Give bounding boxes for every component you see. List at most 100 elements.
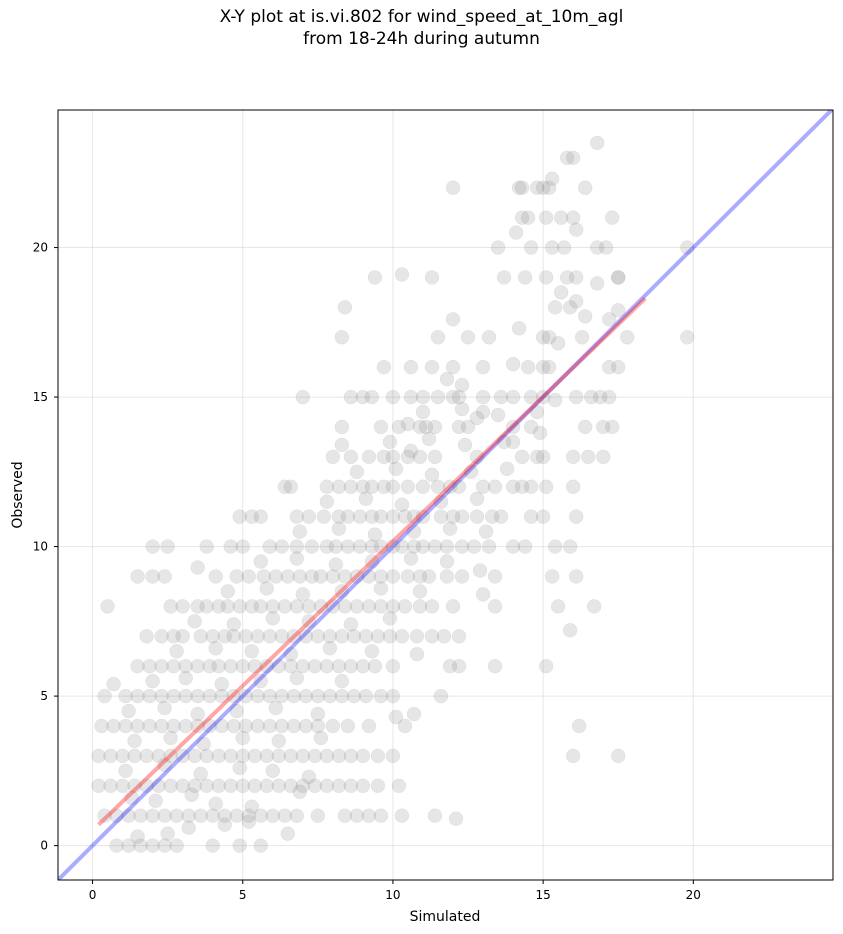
data-point [205,838,220,853]
data-point [193,629,208,644]
data-point [568,389,584,405]
data-point [595,449,611,465]
data-point [388,461,404,477]
data-point [295,658,311,674]
data-point [244,643,259,659]
data-point [349,569,365,584]
data-point [253,599,269,614]
data-point [217,808,232,823]
data-point [151,748,166,764]
data-point [268,569,284,584]
data-point [262,718,278,734]
data-point [601,312,617,327]
data-point [187,778,202,794]
data-point [487,569,503,584]
data-point [352,539,368,554]
data-point [577,180,593,195]
data-point [460,330,476,345]
data-point [250,718,266,734]
data-point [343,389,359,405]
data-point [520,210,536,225]
data-point [400,479,416,495]
data-point [580,449,596,465]
data-point [469,449,485,465]
data-point [295,748,311,764]
data-point [589,276,605,291]
data-point [334,629,350,644]
y-tick-label: 5 [40,689,48,703]
x-tick-label: 0 [89,888,97,902]
data-point [475,479,491,495]
data-point [229,569,244,584]
grid-lines [58,110,833,880]
data-point [271,733,287,749]
data-point [109,838,124,853]
data-point [310,718,326,734]
data-point [166,688,181,704]
data-point [535,180,551,195]
data-point [289,670,305,686]
data-point [190,706,205,722]
data-point [343,479,359,495]
data-point [595,419,611,435]
data-point [271,658,287,674]
data-point [244,799,259,814]
data-point [319,778,335,794]
data-point [475,404,491,420]
data-point [175,629,190,644]
data-point [445,599,461,614]
data-point [427,539,443,554]
data-point [388,709,404,725]
data-point [349,599,365,614]
regression-line [97,296,647,827]
data-point [364,643,380,659]
data-point [535,359,551,375]
data-point [217,629,232,644]
data-point [445,359,461,375]
data-point [325,718,341,734]
data-point [145,673,160,689]
data-point [565,210,581,225]
data-point [163,730,178,746]
data-point [142,688,157,704]
data-point [328,557,344,572]
data-point [244,509,259,524]
data-point [160,539,175,554]
data-point [214,676,229,692]
data-point [430,479,446,495]
data-point [529,404,545,420]
data-point [214,718,229,734]
data-point [439,539,455,554]
data-point [163,748,178,764]
data-point [541,359,557,375]
data-point [680,240,695,255]
data-point [433,509,449,524]
data-point [445,389,461,405]
data-point [469,509,485,524]
data-point [547,392,563,408]
data-point [520,359,536,375]
data-point [385,449,401,465]
data-point [190,560,205,575]
data-point [127,748,142,764]
data-point [343,449,359,465]
data-point [145,569,160,584]
data-point [556,240,572,255]
data-point [499,461,515,477]
data-point [166,629,181,644]
y-tick-label: 20 [33,241,48,255]
data-point [211,658,226,674]
data-point [409,629,425,644]
data-point [403,551,419,566]
data-point [274,688,290,704]
data-point [505,479,521,495]
data-point [235,658,250,674]
reference-lines [58,110,833,880]
data-point [343,748,359,764]
data-point [334,673,350,689]
data-point [322,688,338,704]
data-point [367,270,383,285]
data-point [250,688,266,704]
data-point [601,389,617,405]
data-point [598,240,614,255]
